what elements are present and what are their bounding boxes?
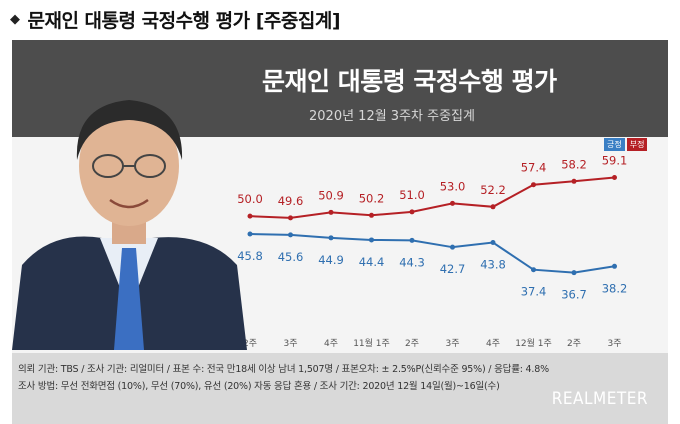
data-point (531, 267, 536, 273)
line-chart: 50.0 49.6 50.9 50.2 51.0 53.0 52.2 57.4 58.2 59.1… (237, 153, 628, 349)
chart-card: 문재인 대통령 국정수행 평가 2020년 12월 3주차 주중집계 50.0 4… (12, 40, 668, 424)
data-label: 50.2 (359, 191, 385, 205)
x-tick-label: 11월 1주 (353, 337, 390, 349)
legend-negative: 부정 (626, 138, 648, 151)
data-label: 45.8 (237, 249, 263, 263)
data-label: 50.0 (237, 192, 263, 206)
data-label: 59.1 (602, 153, 628, 167)
data-point (369, 237, 374, 243)
diamond-icon: ◆ (10, 12, 20, 27)
x-tick-label: 3주 (445, 338, 459, 349)
x-tick-label: 2주 (567, 338, 581, 349)
data-label: 37.4 (521, 285, 547, 299)
x-tick-label: 12월 1주 (515, 337, 552, 349)
data-label: 44.4 (359, 255, 385, 269)
legend-positive: 긍정 (604, 138, 625, 151)
data-label: 51.0 (399, 188, 425, 202)
x-tick-label: 4주 (486, 338, 500, 349)
x-tick-label: 2주 (405, 338, 419, 349)
data-point (409, 237, 415, 243)
data-point (571, 270, 577, 276)
data-label: 36.7 (561, 288, 587, 302)
data-point (247, 231, 253, 237)
series-line-negative (249, 176, 615, 219)
data-label: 53.0 (440, 179, 466, 193)
footer-line-2: 조사 방법: 무선 전화면접 (10%), 무선 (70%), 유선 (20%)… (18, 381, 500, 392)
data-label: 58.2 (561, 157, 587, 171)
data-point (612, 263, 617, 269)
brand-logo: REALMETER (551, 389, 648, 409)
data-point (612, 174, 617, 180)
data-label: 57.4 (521, 161, 547, 175)
data-point (409, 209, 415, 215)
data-point (571, 178, 577, 184)
x-tick-label: 3주 (607, 338, 621, 349)
x-tick-label: 2주 (243, 338, 257, 349)
data-label: 52.2 (480, 183, 506, 197)
page-heading-text: 문재인 대통령 국정수행 평가 [주중집계] (27, 10, 341, 32)
series-line-positive (249, 233, 615, 274)
data-point (328, 209, 334, 215)
data-point (490, 204, 496, 210)
chart-legend: 긍정 부정 (604, 138, 648, 151)
data-label: 38.2 (602, 281, 628, 295)
data-label: 44.9 (318, 253, 344, 267)
data-label: 42.7 (440, 262, 466, 276)
data-point (450, 200, 455, 206)
footer-line-1: 의뢰 기관: TBS / 조사 기관: 리얼미터 / 표본 수: 전국 만18세… (18, 364, 549, 375)
data-point (531, 182, 536, 188)
data-label: 44.3 (399, 255, 425, 269)
data-point (328, 235, 334, 241)
data-point (369, 212, 374, 218)
data-point (247, 213, 253, 219)
data-label: 43.8 (480, 258, 506, 272)
data-label: 45.6 (278, 250, 304, 264)
chart-subtitle: 2020년 12월 3주차 주중집계 (309, 109, 475, 124)
data-point (450, 244, 455, 250)
survey-footer: 의뢰 기관: TBS / 조사 기관: 리얼미터 / 표본 수: 전국 만18세… (12, 353, 668, 424)
data-label: 50.9 (318, 188, 344, 202)
data-label: 49.6 (278, 194, 304, 208)
chart-title: 문재인 대통령 국정수행 평가 (262, 67, 557, 96)
x-tick-label: 4주 (324, 338, 338, 349)
data-point (490, 240, 496, 245)
data-point (288, 215, 293, 221)
page-heading: ◆ 문재인 대통령 국정수행 평가 [주중집계] (10, 6, 341, 33)
data-point (288, 232, 293, 238)
x-tick-label: 3주 (283, 338, 297, 349)
president-portrait (12, 100, 247, 350)
